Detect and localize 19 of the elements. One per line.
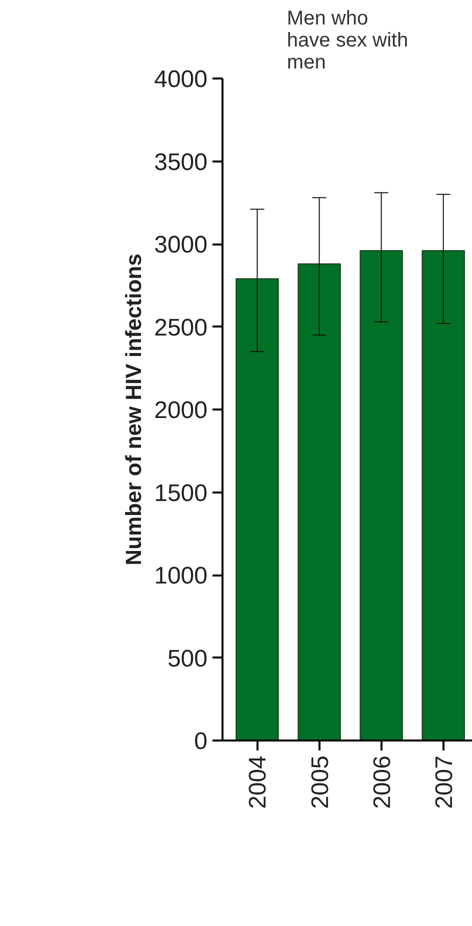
x-tick-label: 2007 [430,756,458,809]
x-tick-label: 2005 [306,756,334,809]
y-tick-label: 1000 [154,562,208,590]
y-tick-label: 3000 [154,232,208,258]
y-tick-label: 500 [167,645,208,672]
x-tick-label: 2004 [244,756,272,809]
x-tick-label: 2006 [368,756,396,809]
y-tick-label: 4000 [154,66,208,93]
y-tick-label: 2500 [154,314,208,342]
y-tick-label: 1500 [154,480,208,507]
y-axis-title: Number of new HIV infections [121,254,146,566]
bar [360,250,403,740]
chart-title: Men who have sex with men [286,8,408,74]
y-tick-label: 3500 [154,148,208,176]
bar [298,263,341,740]
bar [236,278,279,740]
y-tick-label: 2000 [154,397,208,424]
bar [422,250,465,740]
y-tick-label: 0 [194,728,208,755]
